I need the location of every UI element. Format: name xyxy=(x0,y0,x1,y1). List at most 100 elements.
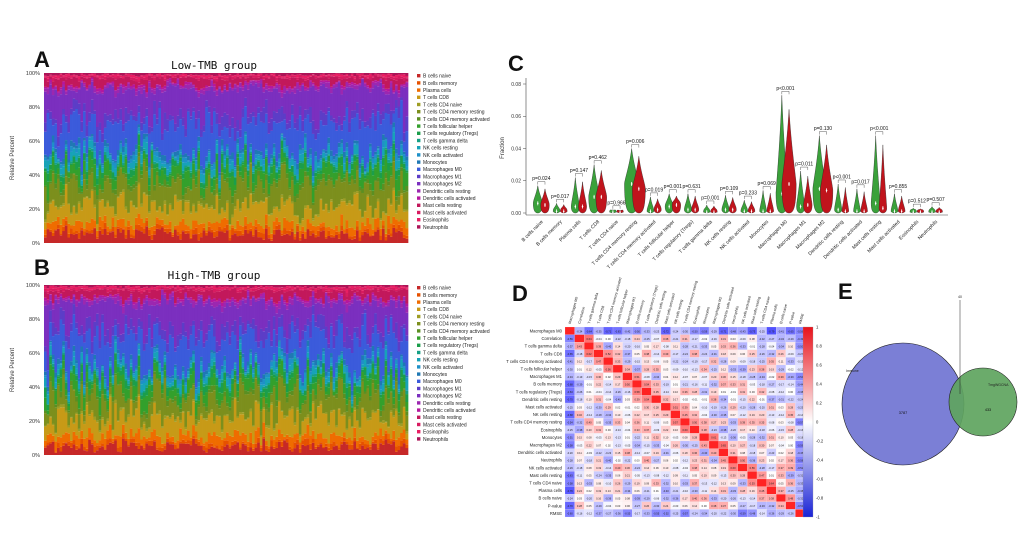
stacked-bar-segment xyxy=(135,81,138,89)
stacked-bar-segment xyxy=(319,158,323,161)
stacked-bar-segment xyxy=(171,85,175,117)
stacked-bar-segment xyxy=(231,378,235,385)
stacked-bar-segment xyxy=(57,159,60,161)
stacked-bar-segment xyxy=(402,154,406,158)
stacked-bar-segment xyxy=(371,195,375,218)
stacked-bar-segment xyxy=(348,176,352,182)
stacked-bar-segment xyxy=(254,75,258,76)
stacked-bar-segment xyxy=(197,80,201,91)
stacked-bar-segment xyxy=(127,389,131,399)
stacked-bar-segment xyxy=(44,305,47,347)
stacked-bar-segment xyxy=(106,296,110,299)
stacked-bar-segment xyxy=(132,170,136,176)
stacked-bar-segment xyxy=(343,78,346,87)
stacked-bar-segment xyxy=(210,192,214,194)
stacked-bar-segment xyxy=(85,382,89,388)
stacked-bar-segment xyxy=(207,106,211,113)
stacked-bar-segment xyxy=(337,82,341,117)
stacked-bar-segment xyxy=(210,164,214,167)
stacked-bar-segment xyxy=(369,158,372,162)
stacked-bar-segment xyxy=(241,74,245,76)
stacked-bar-segment xyxy=(239,137,242,151)
stacked-bar-segment xyxy=(161,286,164,288)
stacked-bar-segment xyxy=(51,89,55,96)
stacked-bar-segment xyxy=(322,226,326,231)
stacked-bar-segment xyxy=(135,168,138,182)
stacked-bar-segment xyxy=(288,197,292,223)
stacked-bar-segment xyxy=(122,167,125,173)
stacked-bar-segment xyxy=(213,298,216,302)
stacked-bar-segment xyxy=(288,86,292,89)
stacked-bar-segment xyxy=(161,393,164,399)
stacked-bar-segment xyxy=(127,167,131,173)
stacked-bar-segment xyxy=(166,287,170,290)
stacked-bar-segment xyxy=(135,217,138,225)
stacked-bar-segment xyxy=(205,370,209,375)
stacked-bar-segment xyxy=(236,157,240,166)
stacked-bar-segment xyxy=(111,326,115,336)
stacked-bar-segment xyxy=(57,334,60,359)
stacked-bar-segment xyxy=(213,179,216,190)
stacked-bar-segment xyxy=(376,218,380,228)
stacked-bar-segment xyxy=(226,177,229,183)
stacked-bar-segment xyxy=(226,164,229,178)
stacked-bar-segment xyxy=(314,170,318,173)
stacked-bar-segment xyxy=(80,185,84,189)
stacked-bar-segment xyxy=(280,133,284,135)
stacked-bar-segment xyxy=(168,187,172,204)
stacked-bar-segment xyxy=(267,196,271,215)
stacked-bar-segment xyxy=(142,193,146,223)
stacked-bar-segment xyxy=(298,224,302,231)
stacked-bar-segment xyxy=(350,118,354,155)
stacked-bar-segment xyxy=(176,160,180,163)
stacked-bar-segment xyxy=(153,230,157,235)
stacked-bar-segment xyxy=(62,114,66,159)
stacked-bar-segment xyxy=(161,289,164,290)
stacked-bar-segment xyxy=(371,158,375,164)
stacked-bar-segment xyxy=(77,378,81,381)
stacked-bar-segment xyxy=(116,359,120,364)
stacked-bar-segment xyxy=(218,86,222,88)
stacked-bar-segment xyxy=(155,414,159,436)
stacked-bar-segment xyxy=(101,228,105,235)
stacked-bar-segment xyxy=(254,201,258,202)
stacked-bar-segment xyxy=(85,354,89,357)
stacked-bar-segment xyxy=(72,444,76,455)
stacked-bar-segment xyxy=(49,229,53,232)
stacked-bar-segment xyxy=(148,195,151,212)
stacked-bar-segment xyxy=(272,143,276,148)
stacked-bar-segment xyxy=(135,401,138,409)
stacked-bar-sample xyxy=(80,73,84,243)
stacked-bar-segment xyxy=(135,433,138,443)
stacked-bar-segment xyxy=(57,160,60,163)
stacked-bar-segment xyxy=(200,294,203,296)
stacked-bar-segment xyxy=(57,92,60,97)
stacked-bar-segment xyxy=(384,139,388,141)
stacked-bar-segment xyxy=(291,89,294,92)
stacked-bar-segment xyxy=(382,211,385,213)
stacked-bar-segment xyxy=(111,386,115,397)
stacked-bar-segment xyxy=(348,169,352,173)
stacked-bar-segment xyxy=(236,200,240,221)
stacked-bar-segment xyxy=(324,181,328,186)
stacked-bar-segment xyxy=(205,289,209,300)
stacked-bar-segment xyxy=(288,75,292,78)
stacked-bar-segment xyxy=(304,73,307,76)
stacked-bar-segment xyxy=(270,233,274,239)
stacked-bar-segment xyxy=(179,73,183,75)
stacked-bar-sample xyxy=(192,73,196,243)
stacked-bar-segment xyxy=(176,177,180,200)
stacked-bar-segment xyxy=(207,449,211,455)
stacked-bar-segment xyxy=(124,73,128,74)
stacked-bar-segment xyxy=(168,75,172,76)
stacked-bar-segment xyxy=(59,377,63,392)
stacked-bar-segment xyxy=(223,86,227,90)
stacked-bar-segment xyxy=(319,199,323,224)
stacked-bar-segment xyxy=(348,162,352,165)
stacked-bar-segment xyxy=(93,440,97,447)
stacked-bar-segment xyxy=(257,237,261,243)
stacked-bar-segment xyxy=(155,84,159,88)
stacked-bar-segment xyxy=(148,175,151,178)
stacked-bar-segment xyxy=(363,175,367,179)
stacked-bar-segment xyxy=(267,175,271,184)
